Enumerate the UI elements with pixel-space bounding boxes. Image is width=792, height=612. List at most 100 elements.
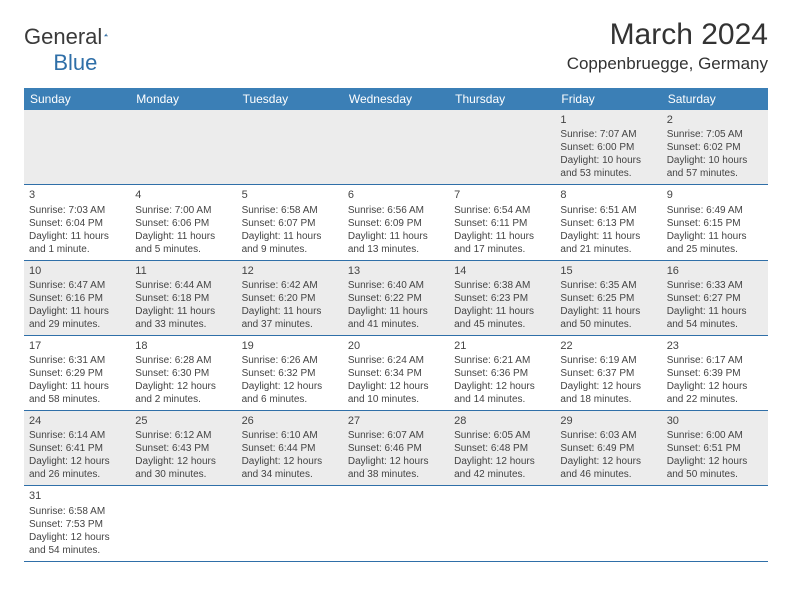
day-detail-line: and 42 minutes. (454, 468, 550, 481)
day-detail-line: Sunrise: 6:21 AM (454, 354, 550, 367)
calendar-empty-cell (24, 110, 130, 185)
day-detail-line: and 37 minutes. (242, 318, 338, 331)
day-detail-line: and 54 minutes. (29, 544, 125, 557)
weekday-header: Sunday (24, 88, 130, 110)
day-detail-line: Sunrise: 6:47 AM (29, 279, 125, 292)
day-number: 10 (29, 264, 125, 278)
day-detail-line: Sunrise: 6:56 AM (348, 204, 444, 217)
calendar-week-row: 24Sunrise: 6:14 AMSunset: 6:41 PMDayligh… (24, 411, 768, 486)
day-detail-line: and 9 minutes. (242, 243, 338, 256)
day-number: 15 (560, 264, 656, 278)
day-detail-line: Sunrise: 6:12 AM (135, 429, 231, 442)
calendar-week-row: 31Sunrise: 6:58 AMSunset: 7:53 PMDayligh… (24, 486, 768, 561)
calendar-empty-cell (237, 110, 343, 185)
day-detail-line: Daylight: 11 hours (135, 305, 231, 318)
calendar-day-cell: 21Sunrise: 6:21 AMSunset: 6:36 PMDayligh… (449, 335, 555, 410)
day-detail-line: Daylight: 11 hours (242, 305, 338, 318)
calendar-day-cell: 31Sunrise: 6:58 AMSunset: 7:53 PMDayligh… (24, 486, 130, 561)
day-detail-line: Sunset: 6:51 PM (667, 442, 763, 455)
calendar-day-cell: 7Sunrise: 6:54 AMSunset: 6:11 PMDaylight… (449, 185, 555, 260)
calendar-day-cell: 5Sunrise: 6:58 AMSunset: 6:07 PMDaylight… (237, 185, 343, 260)
day-detail-line: Daylight: 12 hours (242, 455, 338, 468)
calendar-day-cell: 25Sunrise: 6:12 AMSunset: 6:43 PMDayligh… (130, 411, 236, 486)
day-number: 13 (348, 264, 444, 278)
day-detail-line: Daylight: 11 hours (348, 305, 444, 318)
day-detail-line: Sunrise: 6:24 AM (348, 354, 444, 367)
day-detail-line: Sunrise: 6:42 AM (242, 279, 338, 292)
day-detail-line: and 25 minutes. (667, 243, 763, 256)
day-number: 30 (667, 414, 763, 428)
day-detail-line: and 26 minutes. (29, 468, 125, 481)
day-detail-line: Sunset: 6:39 PM (667, 367, 763, 380)
day-detail-line: Sunset: 6:30 PM (135, 367, 231, 380)
day-detail-line: Daylight: 11 hours (560, 305, 656, 318)
calendar-day-cell: 17Sunrise: 6:31 AMSunset: 6:29 PMDayligh… (24, 335, 130, 410)
day-detail-line: Sunrise: 6:07 AM (348, 429, 444, 442)
day-number: 9 (667, 188, 763, 202)
day-number: 31 (29, 489, 125, 503)
day-detail-line: Sunset: 6:23 PM (454, 292, 550, 305)
day-detail-line: Sunset: 6:32 PM (242, 367, 338, 380)
day-detail-line: and 6 minutes. (242, 393, 338, 406)
day-number: 27 (348, 414, 444, 428)
day-detail-line: Sunset: 6:06 PM (135, 217, 231, 230)
day-detail-line: Daylight: 11 hours (560, 230, 656, 243)
day-detail-line: Daylight: 12 hours (29, 531, 125, 544)
day-detail-line: Sunset: 6:48 PM (454, 442, 550, 455)
day-detail-line: Daylight: 12 hours (348, 380, 444, 393)
calendar-day-cell: 19Sunrise: 6:26 AMSunset: 6:32 PMDayligh… (237, 335, 343, 410)
weekday-header: Saturday (662, 88, 768, 110)
day-detail-line: Sunset: 6:07 PM (242, 217, 338, 230)
calendar-body: 1Sunrise: 7:07 AMSunset: 6:00 PMDaylight… (24, 110, 768, 561)
day-number: 4 (135, 188, 231, 202)
day-detail-line: Sunset: 6:15 PM (667, 217, 763, 230)
calendar-empty-cell (449, 486, 555, 561)
day-number: 8 (560, 188, 656, 202)
day-detail-line: and 2 minutes. (135, 393, 231, 406)
calendar-day-cell: 12Sunrise: 6:42 AMSunset: 6:20 PMDayligh… (237, 260, 343, 335)
day-detail-line: Daylight: 12 hours (454, 380, 550, 393)
day-detail-line: Daylight: 12 hours (242, 380, 338, 393)
day-detail-line: and 38 minutes. (348, 468, 444, 481)
day-detail-line: Sunrise: 7:07 AM (560, 128, 656, 141)
day-detail-line: and 22 minutes. (667, 393, 763, 406)
day-detail-line: Sunrise: 7:00 AM (135, 204, 231, 217)
day-detail-line: Sunset: 6:09 PM (348, 217, 444, 230)
day-detail-line: Sunset: 6:25 PM (560, 292, 656, 305)
day-detail-line: Sunrise: 6:03 AM (560, 429, 656, 442)
day-number: 7 (454, 188, 550, 202)
day-detail-line: Sunset: 6:18 PM (135, 292, 231, 305)
day-detail-line: Daylight: 11 hours (29, 305, 125, 318)
day-detail-line: Sunset: 6:29 PM (29, 367, 125, 380)
day-detail-line: and 18 minutes. (560, 393, 656, 406)
day-detail-line: Daylight: 11 hours (29, 380, 125, 393)
day-detail-line: and 14 minutes. (454, 393, 550, 406)
calendar-day-cell: 10Sunrise: 6:47 AMSunset: 6:16 PMDayligh… (24, 260, 130, 335)
day-detail-line: Daylight: 12 hours (29, 455, 125, 468)
day-detail-line: and 50 minutes. (560, 318, 656, 331)
day-number: 21 (454, 339, 550, 353)
day-detail-line: Sunrise: 6:33 AM (667, 279, 763, 292)
day-detail-line: Daylight: 11 hours (667, 305, 763, 318)
weekday-header: Thursday (449, 88, 555, 110)
calendar-day-cell: 20Sunrise: 6:24 AMSunset: 6:34 PMDayligh… (343, 335, 449, 410)
day-detail-line: Sunset: 6:34 PM (348, 367, 444, 380)
day-detail-line: Sunrise: 6:14 AM (29, 429, 125, 442)
day-detail-line: Sunrise: 7:05 AM (667, 128, 763, 141)
day-detail-line: Sunset: 6:20 PM (242, 292, 338, 305)
day-number: 17 (29, 339, 125, 353)
day-detail-line: Sunrise: 6:49 AM (667, 204, 763, 217)
day-detail-line: Sunset: 6:27 PM (667, 292, 763, 305)
calendar-day-cell: 1Sunrise: 7:07 AMSunset: 6:00 PMDaylight… (555, 110, 661, 185)
day-detail-line: and 54 minutes. (667, 318, 763, 331)
day-detail-line: Daylight: 11 hours (348, 230, 444, 243)
logo: General (24, 24, 126, 50)
day-detail-line: Daylight: 12 hours (667, 380, 763, 393)
day-number: 20 (348, 339, 444, 353)
day-detail-line: Daylight: 12 hours (135, 380, 231, 393)
day-detail-line: Sunrise: 6:54 AM (454, 204, 550, 217)
day-detail-line: Sunrise: 6:58 AM (29, 505, 125, 518)
day-detail-line: Sunrise: 6:31 AM (29, 354, 125, 367)
day-detail-line: and 5 minutes. (135, 243, 231, 256)
day-detail-line: Sunrise: 7:03 AM (29, 204, 125, 217)
